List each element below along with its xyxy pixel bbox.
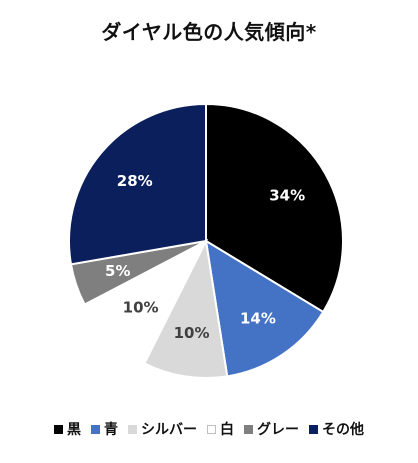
pie-slice-blue (204, 239, 325, 378)
legend-item-gray: グレー (244, 419, 299, 439)
legend-label-black: 黒 (67, 422, 81, 438)
chart-title: ダイヤル色の人気傾向* (101, 20, 317, 44)
legend-item-blue: 青 (91, 419, 118, 439)
legend-item-black: 黒 (54, 419, 81, 439)
legend-swatch-gray (244, 424, 253, 434)
slice-label-white: 10% (123, 298, 159, 316)
legend-swatch-black (54, 424, 63, 434)
pie-slice-black (205, 102, 344, 314)
slice-label-gray: 5% (105, 262, 130, 280)
slice-label-blue: 14% (240, 309, 276, 327)
legend-label-other: その他 (322, 422, 364, 438)
legend-label-blue: 青 (104, 422, 118, 438)
slice-label-silver: 10% (174, 324, 210, 342)
slice-label-other: 28% (117, 172, 153, 190)
legend-item-silver: シルバー (128, 419, 197, 439)
legend-label-gray: グレー (257, 422, 299, 438)
legend-swatch-silver (128, 424, 137, 434)
legend-item-white: 白 (207, 419, 234, 439)
legend-item-other: その他 (309, 419, 364, 439)
legend-swatch-white (207, 424, 216, 434)
pie-slice-silver (143, 237, 229, 379)
pie-slice-white (83, 238, 209, 365)
legend-label-silver: シルバー (141, 422, 197, 438)
legend-swatch-blue (91, 424, 100, 434)
slice-label-black: 34% (269, 186, 305, 204)
legend: 黒 青 シルバー 白 グレー その他 (0, 419, 418, 439)
legend-swatch-other (309, 424, 318, 434)
pie-slice-other (68, 102, 207, 266)
legend-label-white: 白 (220, 422, 234, 438)
